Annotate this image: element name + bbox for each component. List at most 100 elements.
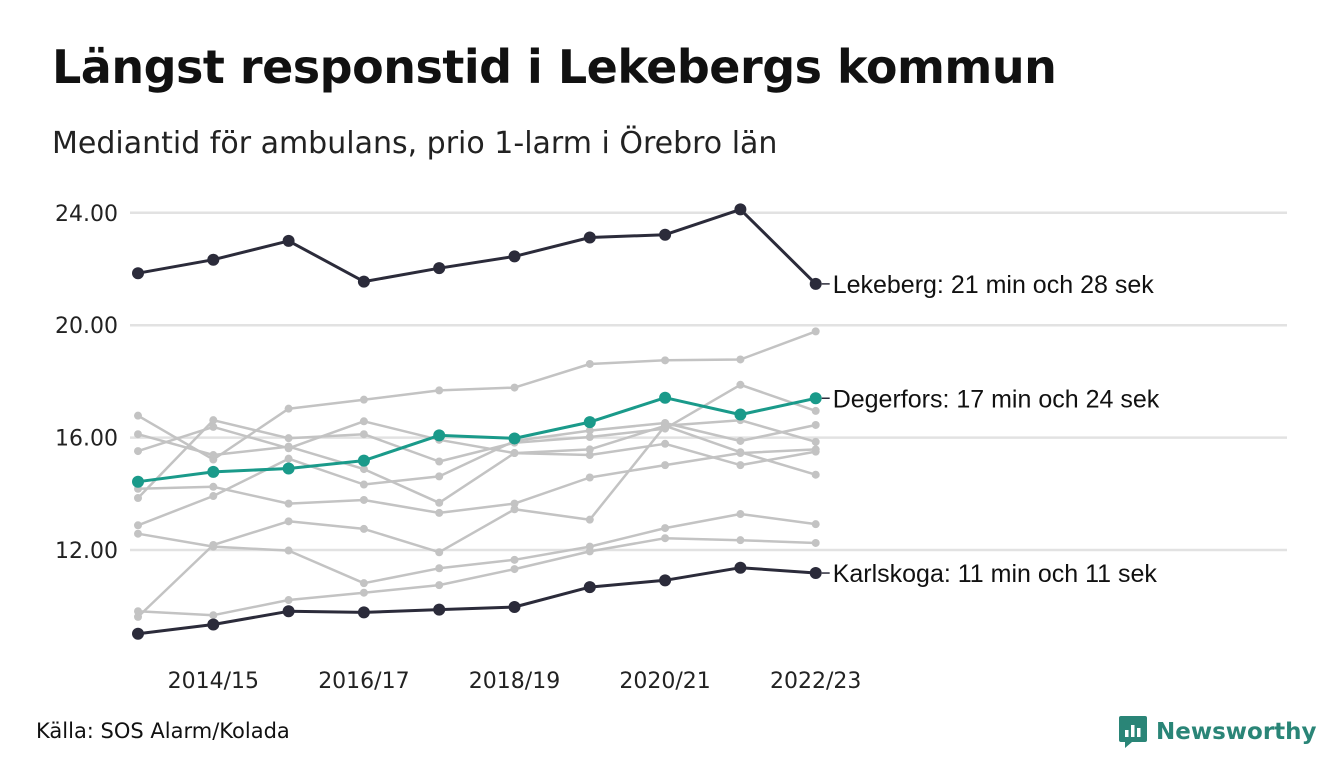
data-point — [284, 517, 293, 526]
data-point — [209, 451, 218, 460]
data-point — [510, 505, 519, 514]
data-point — [359, 524, 368, 533]
data-point — [209, 416, 218, 425]
data-point — [508, 250, 521, 263]
series-other — [134, 445, 820, 517]
data-point — [433, 262, 446, 275]
data-point — [282, 234, 295, 247]
data-point — [209, 492, 218, 501]
data-point — [659, 574, 672, 587]
data-point — [811, 327, 820, 336]
data-point — [134, 447, 142, 456]
data-point — [435, 564, 444, 573]
data-point — [284, 546, 293, 555]
chart-subtitle: Mediantid för ambulans, prio 1-larm i Ör… — [52, 126, 778, 161]
data-point — [134, 607, 142, 616]
series-annotation: Degerfors: 17 min och 24 sek — [833, 385, 1160, 413]
data-point — [811, 420, 820, 429]
data-point — [435, 457, 444, 466]
data-point — [435, 386, 444, 395]
data-point — [585, 426, 594, 435]
data-point — [659, 391, 672, 404]
brand-name: Newsworthy — [1156, 719, 1317, 745]
y-tick-label: 16.00 — [55, 427, 118, 452]
data-point — [811, 520, 820, 529]
data-point — [209, 422, 218, 431]
data-point — [661, 534, 670, 543]
data-point — [585, 547, 594, 556]
data-point — [209, 482, 218, 491]
grid-lines — [130, 211, 1287, 552]
data-point — [435, 508, 444, 517]
data-point — [811, 445, 820, 454]
data-point — [510, 383, 519, 392]
data-point — [134, 521, 142, 530]
data-point — [209, 540, 218, 549]
series-line — [137, 512, 816, 585]
series-karlskoga — [132, 561, 822, 640]
data-point — [583, 231, 596, 244]
data-point — [433, 603, 446, 616]
y-tick-label: 12.00 — [55, 539, 118, 564]
data-point — [585, 473, 594, 482]
data-point — [134, 430, 142, 439]
data-point — [736, 355, 745, 364]
data-point — [357, 454, 370, 467]
x-tick-label: 2020/21 — [619, 669, 710, 694]
x-tick-label: 2016/17 — [318, 669, 409, 694]
series-line — [137, 566, 816, 636]
y-tick-label: 24.00 — [55, 202, 118, 227]
series-other — [134, 416, 820, 621]
x-axis-ticks: 2014/15 2016/17 2018/19 2020/21 2022/23 — [168, 669, 862, 694]
chart-title: Längst responstid i Lekebergs kommun — [52, 40, 1057, 94]
data-point — [134, 612, 142, 621]
x-tick-label: 2014/15 — [168, 669, 259, 694]
series-line — [137, 424, 817, 505]
data-point — [435, 472, 444, 481]
data-point — [132, 475, 144, 488]
series-annotations: Lekeberg: 21 min och 28 sek Degerfors: 17… — [821, 271, 1160, 588]
data-point — [734, 203, 747, 216]
chart-bars-icon — [1119, 716, 1147, 748]
data-point — [284, 499, 293, 508]
data-point — [207, 465, 220, 478]
data-point — [359, 480, 368, 489]
series-line — [137, 207, 817, 285]
data-point — [433, 429, 446, 442]
data-point — [284, 596, 293, 605]
data-point — [661, 524, 670, 533]
data-point — [661, 421, 670, 430]
y-axis-ticks: 12.00 16.00 20.00 24.00 — [55, 202, 118, 564]
data-point — [284, 454, 293, 463]
data-point — [811, 437, 820, 446]
data-point — [134, 494, 142, 503]
data-point — [435, 548, 444, 557]
data-point — [284, 404, 293, 413]
source-note: Källa: SOS Alarm/Kolada — [36, 719, 290, 743]
series-line — [137, 396, 817, 484]
series-other — [134, 510, 820, 588]
data-point — [583, 416, 596, 429]
data-point — [435, 498, 444, 507]
data-point — [134, 411, 142, 420]
data-point — [585, 515, 594, 524]
data-point — [359, 495, 368, 504]
data-point — [811, 470, 820, 479]
data-point — [736, 536, 745, 545]
data-point — [585, 359, 594, 368]
data-point — [284, 442, 293, 451]
data-point — [736, 510, 745, 519]
series-line — [137, 330, 817, 461]
series-line — [137, 448, 816, 515]
data-point — [661, 439, 670, 448]
data-point — [435, 581, 444, 590]
data-point — [510, 565, 519, 574]
data-point — [282, 462, 295, 475]
data-point — [734, 561, 747, 574]
data-point — [359, 579, 368, 588]
data-point — [736, 380, 745, 389]
data-point — [809, 567, 822, 580]
data-point — [134, 529, 142, 538]
series-annotation: Karlskoga: 11 min och 11 sek — [833, 560, 1158, 588]
data-point — [734, 408, 747, 421]
